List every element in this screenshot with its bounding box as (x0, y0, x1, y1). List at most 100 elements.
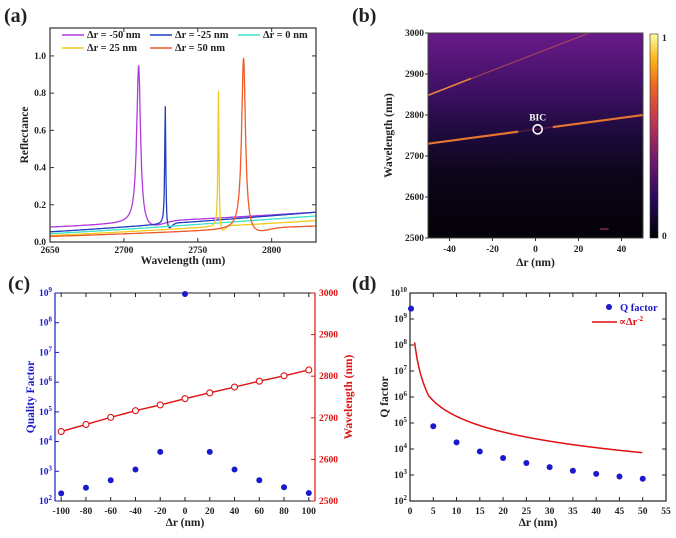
x-tick-label-b: 0 (533, 245, 538, 255)
y-tick-label-left-c-base: 10 (39, 348, 49, 358)
y-tick-label-d-base: 10 (394, 471, 404, 481)
q-factor-point (182, 291, 188, 297)
panel-label-b: (b) (352, 5, 376, 27)
panel-b: (b) BIC -40 -20 0 20 40 2500 2600 2700 2800 2900 300… (352, 5, 667, 269)
y-axis-label-b: Wavelength (nm) (383, 93, 395, 178)
y-tick-label-d-base: 10 (391, 289, 401, 299)
legend-label-3: Δr = 25 nm (87, 43, 137, 54)
lines-a (50, 57, 316, 238)
heatmap-band-upper-bright (428, 77, 472, 97)
y-tick-label-b: 2700 (405, 152, 424, 162)
legend-label-q: Q factor (620, 303, 658, 314)
q-factor-point (281, 484, 288, 491)
wavelength-point (57, 427, 65, 436)
wavelength-point (280, 372, 288, 380)
y-tick-label-left-c: 102 (39, 494, 53, 507)
x-tick-label-d: 55 (661, 507, 671, 517)
x-tick-label-d: 15 (475, 507, 485, 517)
x-tick-label-a: 2700 (114, 246, 133, 256)
x-tick-label-c: 40 (230, 507, 240, 517)
x-tick-label-a: 2750 (188, 246, 207, 256)
y-tick-label-left-c-base: 10 (39, 378, 49, 388)
y-tick-label-left-c-exp: 6 (49, 375, 53, 383)
panel-a: (a) 2650 2700 2750 2800 0.0 0.2 0.4 0.6 0.8 1.0 Wav… (4, 5, 317, 267)
q-factor-point (546, 464, 553, 471)
y-tick-label-b: 2600 (405, 193, 424, 203)
y-tick-label-left-c-base: 10 (39, 319, 49, 329)
y-tick-label-left-c-base: 10 (39, 438, 49, 448)
q-factor-point (256, 477, 263, 484)
q-factor-point (639, 475, 646, 482)
y-tick-label-left-c-exp: 4 (49, 435, 53, 443)
y-tick-label-right-c: 2800 (319, 372, 338, 382)
wavelength-point (156, 401, 164, 409)
wavelength-point (131, 407, 140, 415)
y-tick-label-d-base: 10 (394, 315, 404, 325)
x-tick-label-d: 10 (452, 507, 462, 517)
q-factor-point (616, 473, 623, 480)
x-axis-label-b: Δr (nm) (516, 257, 555, 269)
heatmap-band-main-right (552, 113, 643, 129)
y-tick-label-d-base: 10 (394, 393, 404, 403)
y-tick-label-left-c-exp: 9 (49, 286, 53, 294)
x-tick-label-b: -40 (443, 245, 456, 255)
y-tick-label-d-exp: 6 (404, 390, 408, 398)
y-tick-label-right-c: 2900 (319, 331, 338, 341)
y-tick-label-b: 2500 (405, 234, 424, 244)
y-tick-label-left-c: 105 (39, 405, 53, 418)
y-tick-label-d: 102 (394, 494, 408, 507)
bic-label: BIC (529, 113, 546, 123)
legend-label-0: Δr = -50 nm (87, 30, 141, 41)
wavelength-point (305, 366, 313, 374)
x-tick-label-c: -80 (80, 507, 93, 517)
y-tick-label-d-exp: 10 (400, 286, 408, 294)
q-factor-point (206, 448, 213, 455)
y-tick-label-left-c-exp: 8 (49, 316, 53, 324)
q-factor-point (231, 466, 238, 473)
x-tick-label-c: 0 (183, 507, 188, 517)
y-axis-label-right-c: Wavelength (nm) (343, 355, 355, 440)
y-tick-label-d: 104 (394, 442, 408, 455)
x-tick-label-c: 20 (205, 507, 215, 517)
q-factor-point (430, 423, 437, 430)
y-tick-label-left-c-exp: 2 (49, 494, 53, 502)
q-factor-point (523, 459, 530, 466)
y-tick-label-b: 2800 (405, 111, 424, 121)
y-tick-label-d-base: 10 (394, 445, 404, 455)
y-tick-label-left-c-base: 10 (39, 467, 49, 477)
bic-marker (532, 124, 543, 135)
y-tick-label-d-exp: 8 (404, 338, 408, 346)
y-tick-label-d-base: 10 (394, 419, 404, 429)
x-tick-label-b: 40 (617, 245, 627, 255)
plot-frame-a (49, 27, 317, 243)
x-tick-label-c: 100 (302, 507, 317, 517)
series-line-3 (50, 91, 316, 237)
wavelength-point (82, 420, 90, 429)
legend-label-1: Δr = -25 nm (175, 30, 229, 41)
q-factor-point (107, 477, 114, 484)
y-tick-label-d-exp: 2 (404, 494, 408, 502)
y-tick-label-right-c: 2500 (319, 497, 338, 507)
series-line-4 (50, 57, 316, 238)
x-tick-label-b: -20 (486, 245, 499, 255)
q-factor-point (408, 305, 414, 312)
wavelength-point (181, 395, 189, 403)
x-tick-label-d: 0 (408, 507, 413, 517)
y-tick-label-left-c: 106 (39, 375, 53, 388)
x-tick-label-d: 5 (431, 507, 436, 517)
heatmap-background (428, 33, 643, 238)
y-tick-label-left-c: 109 (39, 286, 53, 299)
y-tick-label-left-c: 108 (39, 316, 53, 329)
legend-label-4: Δr = 50 nm (175, 43, 225, 54)
y-tick-label-d-exp: 3 (404, 468, 408, 476)
x-tick-label-d: 40 (591, 507, 601, 517)
y-tick-label-d: 109 (394, 312, 408, 325)
fit-curve (413, 342, 643, 454)
x-tick-label-b: 20 (574, 245, 584, 255)
y-tick-label-a: 1.0 (34, 52, 46, 62)
x-tick-label-a: 2800 (262, 246, 281, 256)
q-factor-point (132, 466, 139, 473)
